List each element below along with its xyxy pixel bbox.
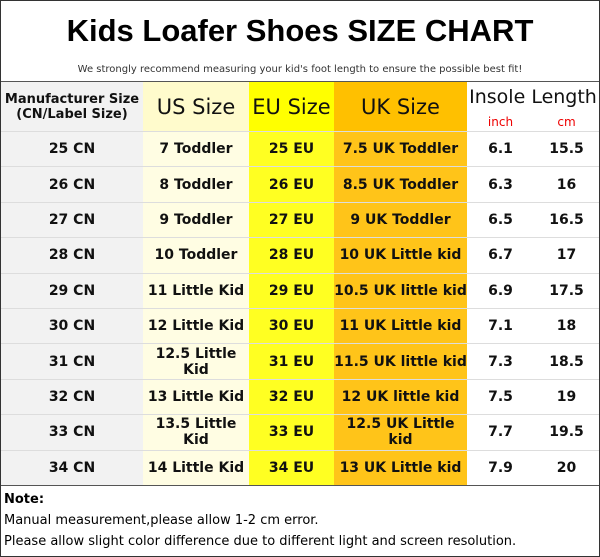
- table-cell: 6.1: [467, 131, 534, 167]
- title: Kids Loafer Shoes SIZE CHART: [66, 13, 534, 48]
- table-cell: 33 CN: [1, 414, 143, 450]
- table-cell: 7.3: [467, 343, 534, 379]
- table-cell: 32 CN: [1, 378, 143, 415]
- table-cell: 10 UK Little kid: [334, 237, 467, 273]
- table-cell: 18.5: [534, 343, 599, 379]
- table-cell: 7.1: [467, 308, 534, 344]
- table-cell: 34 EU: [249, 449, 334, 485]
- table-cell: 9 Toddler: [143, 201, 249, 238]
- table-cell: 8 Toddler: [143, 166, 249, 202]
- table-cell: 11 UK Little kid: [334, 308, 467, 344]
- table-cell: 26 EU: [249, 166, 334, 202]
- header-line: Manufacturer Size: [4, 91, 140, 107]
- table-cell: 8.5 UK Toddler: [334, 166, 467, 202]
- table-cell: 13 UK Little kid: [334, 449, 467, 485]
- table-cell: 27 EU: [249, 201, 334, 238]
- subtitle: We strongly recommend measuring your kid…: [77, 64, 523, 75]
- table-cell: 33 EU: [249, 414, 334, 450]
- table-cell: 15.5: [534, 131, 599, 167]
- table-cell: 20: [534, 449, 599, 485]
- table-cell: 10 Toddler: [143, 237, 249, 273]
- uk-header: UK Size: [334, 82, 467, 131]
- table-cell: 28 EU: [249, 237, 334, 273]
- table-cell: 25 EU: [249, 131, 334, 167]
- table-cell: 10.5 UK little kid: [334, 272, 467, 308]
- table-cell: 32 EU: [249, 378, 334, 415]
- table-cell: 6.9: [467, 272, 534, 308]
- table-cell: 14 Little Kid: [143, 449, 249, 485]
- unit: cm: [534, 112, 599, 131]
- table-cell: 6.7: [467, 237, 534, 273]
- table-cell: 30 CN: [1, 308, 143, 344]
- table-cell: 17.5: [534, 272, 599, 308]
- table-cell: 27 CN: [1, 201, 143, 238]
- table-cell: 6.5: [467, 201, 534, 238]
- header-line: (CN/Label Size): [16, 106, 128, 122]
- table-cell: 12.5 UK Little kid: [334, 414, 467, 450]
- us-header: US Size: [143, 82, 249, 131]
- insole-header: Insole Length: [467, 82, 599, 112]
- manufacturer-header: Manufacturer Size (CN/Label Size): [1, 82, 143, 131]
- table-cell: 17: [534, 237, 599, 273]
- table-cell: 7.9: [467, 449, 534, 485]
- table-cell: 13 Little Kid: [143, 378, 249, 415]
- table-cell: 12 Little Kid: [143, 308, 249, 344]
- table-cell: 16.5: [534, 201, 599, 238]
- unit: inch: [467, 112, 534, 131]
- table-cell: 34 CN: [1, 449, 143, 485]
- table-cell: 12 UK little kid: [334, 378, 467, 415]
- table-cell: 29 EU: [249, 272, 334, 308]
- table-cell: 29 CN: [1, 272, 143, 308]
- note-line: Please allow slight color difference due…: [4, 534, 517, 549]
- note-line: Manual measurement,please allow 1-2 cm e…: [4, 513, 319, 528]
- table-cell: 31 EU: [249, 343, 334, 379]
- table-cell: 18: [534, 308, 599, 344]
- notes: Note: Manual measurement,please allow 1-…: [4, 489, 516, 552]
- rule: [1, 485, 599, 486]
- table-cell: 28 CN: [1, 237, 143, 273]
- table-cell: 13.5 Little Kid: [143, 414, 249, 450]
- table-cell: 19: [534, 378, 599, 415]
- table-cell: 6.3: [467, 166, 534, 202]
- table-cell: 7.7: [467, 414, 534, 450]
- rule: [1, 81, 599, 82]
- table-cell: 12.5 Little Kid: [143, 343, 249, 379]
- note-label: Note:: [4, 492, 45, 507]
- table-cell: 7 Toddler: [143, 131, 249, 167]
- table-cell: 7.5: [467, 378, 534, 415]
- table-cell: 7.5 UK Toddler: [334, 131, 467, 167]
- table-cell: 31 CN: [1, 343, 143, 379]
- table-cell: 9 UK Toddler: [334, 201, 467, 238]
- eu-header: EU Size: [249, 82, 334, 131]
- table-cell: 30 EU: [249, 308, 334, 344]
- table-cell: 25 CN: [1, 131, 143, 167]
- table-cell: 16: [534, 166, 599, 202]
- table-cell: 11 Little Kid: [143, 272, 249, 308]
- table-cell: 26 CN: [1, 166, 143, 202]
- table-cell: 11.5 UK little kid: [334, 343, 467, 379]
- table-cell: 19.5: [534, 414, 599, 450]
